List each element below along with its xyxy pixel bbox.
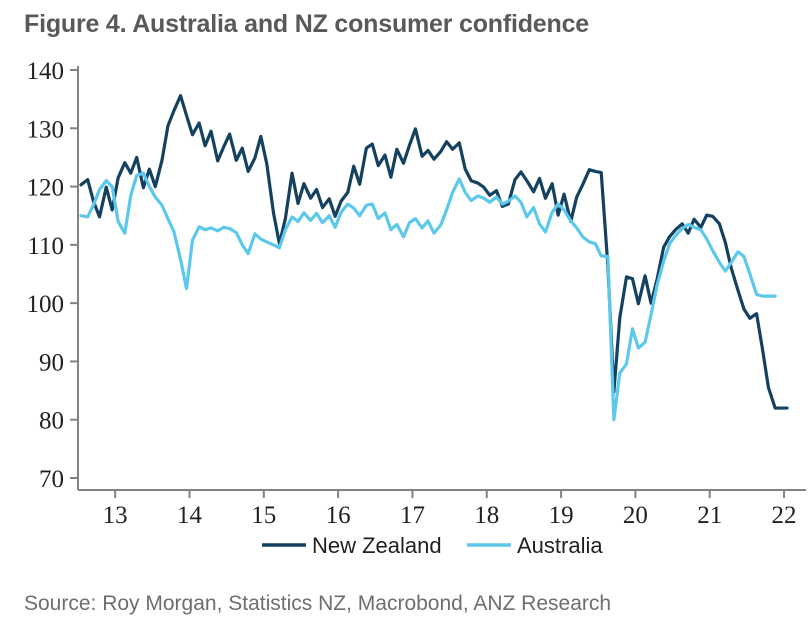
- page-title: Figure 4. Australia and NZ consumer conf…: [24, 10, 589, 38]
- x-axis-tick-label: 15: [251, 502, 276, 529]
- x-axis-tick-label: 13: [103, 502, 128, 529]
- legend-label-new-zealand: New Zealand: [312, 533, 442, 558]
- y-axis-tick-label: 130: [27, 116, 65, 143]
- y-axis-tick-label: 90: [39, 349, 64, 376]
- x-axis-tick-label: 21: [697, 502, 722, 529]
- legend-label-australia: Australia: [517, 533, 603, 558]
- y-axis-tick-label: 80: [39, 408, 64, 435]
- y-axis-tick-label: 70: [39, 466, 64, 493]
- chart-legend: New Zealand Australia: [262, 533, 603, 558]
- x-axis-tick-label: 16: [326, 502, 351, 529]
- x-axis-tick-label: 17: [400, 502, 425, 529]
- x-axis-tick-label: 14: [177, 502, 203, 529]
- x-axis-tick-label: 20: [623, 502, 648, 529]
- y-axis-tick-label: 120: [27, 175, 65, 202]
- data-series-group: [79, 94, 789, 422]
- y-axis-tick-label: 140: [27, 58, 65, 85]
- y-axis: 70 80 90 100 110 120 130 140: [27, 58, 79, 493]
- series-line-australia: [79, 171, 777, 422]
- y-axis-tick-label: 100: [27, 291, 65, 318]
- series-line-new-zealand: [79, 94, 789, 410]
- x-axis-tick-label: 19: [549, 502, 574, 529]
- x-axis-tick-label: 22: [772, 502, 797, 529]
- source-caption: Source: Roy Morgan, Statistics NZ, Macro…: [24, 592, 612, 615]
- y-axis-tick-label: 110: [27, 233, 64, 260]
- x-axis: 13 14 15 16 17 18 19 20 21 22: [78, 489, 806, 529]
- x-axis-tick-label: 18: [474, 502, 499, 529]
